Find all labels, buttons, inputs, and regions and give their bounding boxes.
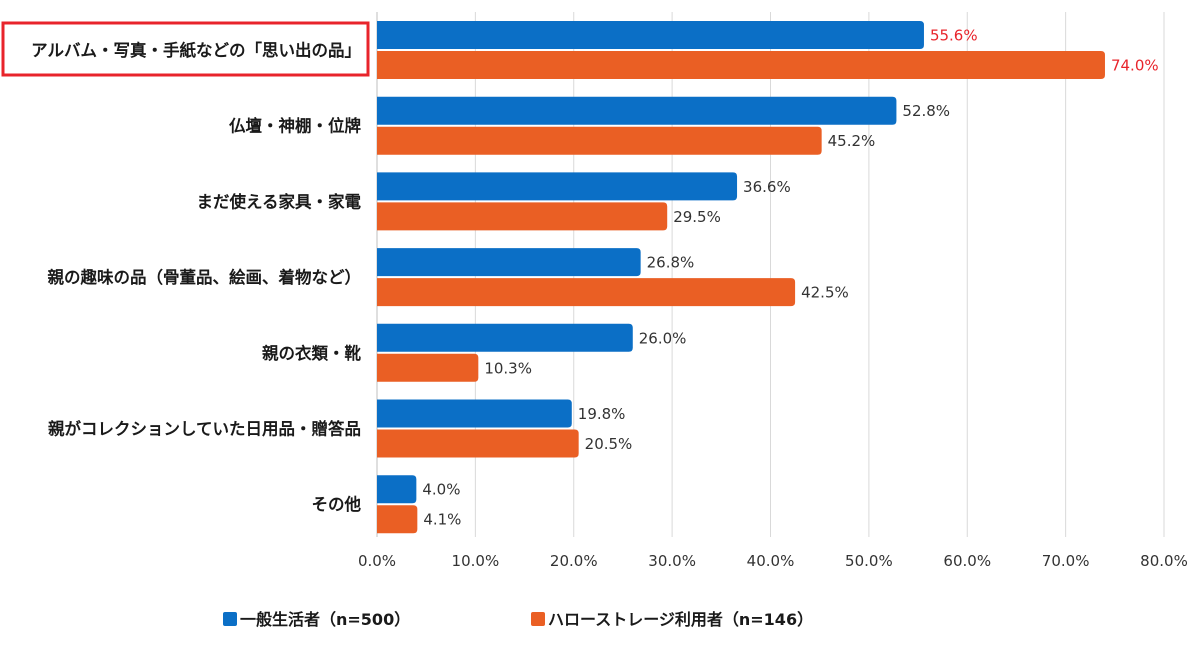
value-label: 42.5% [801, 284, 849, 302]
bar-series2-cat4 [377, 278, 796, 307]
bar-series1-cat1 [377, 21, 924, 49]
x-tick-label: 70.0% [1042, 552, 1090, 570]
category-label: 親の衣類・靴 [262, 343, 362, 363]
x-tick-label: 20.0% [550, 552, 598, 570]
category-label: 仏壇・神棚・位牌 [229, 116, 362, 136]
value-label: 20.5% [585, 435, 633, 453]
value-label: 26.8% [647, 254, 695, 272]
category-label: 親の趣味の品（骨董品、絵画、着物など） [48, 267, 362, 287]
value-label: 10.3% [484, 359, 532, 377]
bar-series2-cat3 [377, 202, 668, 231]
legend-swatch [223, 612, 237, 626]
x-tick-label: 50.0% [845, 552, 893, 570]
bar-series2-cat2 [377, 126, 822, 155]
bar-series1-cat6 [377, 399, 572, 428]
category-label: アルバム・写真・手紙などの「思い出の品」 [31, 40, 361, 60]
bar-series1-cat2 [377, 96, 897, 125]
x-tick-label: 60.0% [943, 552, 991, 570]
value-label: 26.0% [639, 329, 687, 347]
value-label: 19.8% [578, 405, 626, 423]
legend-label: ハローストレージ利用者（n=146） [548, 610, 813, 629]
value-label: 74.0% [1111, 57, 1159, 75]
value-label: 4.0% [422, 481, 460, 499]
x-tick-label: 0.0% [358, 552, 396, 570]
x-tick-label: 30.0% [648, 552, 696, 570]
legend: 一般生活者（n=500） ハローストレージ利用者（n=146） [223, 610, 813, 629]
bar-series1-cat5 [377, 323, 633, 352]
bar-series2-cat5 [377, 353, 479, 382]
highlight-box [1, 21, 370, 77]
labels: 0.0% 10.0% 20.0% 30.0% 40.0% 50.0% 60.0% 70.0% 8… [1, 21, 1188, 570]
value-label: 55.6% [930, 27, 978, 45]
value-label: 4.1% [423, 511, 461, 529]
x-tick-label: 40.0% [747, 552, 795, 570]
category-label: その他 [312, 494, 362, 514]
bar-series2-cat1 [377, 51, 1105, 79]
value-label: 45.2% [828, 132, 876, 150]
value-label: 52.8% [902, 102, 950, 120]
category-label: まだ使える家具・家電 [196, 191, 361, 211]
x-tick-label: 80.0% [1140, 552, 1188, 570]
bar-series2-cat7 [377, 505, 418, 534]
value-label: 29.5% [673, 208, 721, 226]
bar-series1-cat4 [377, 248, 641, 277]
legend-swatch [531, 612, 545, 626]
bar-series1-cat7 [377, 475, 417, 504]
bar-series1-cat3 [377, 172, 738, 201]
x-tick-label: 10.0% [452, 552, 500, 570]
category-label: 親がコレクションしていた日用品・贈答品 [48, 419, 361, 439]
bar-series2-cat6 [377, 429, 579, 458]
bars [377, 21, 1105, 534]
legend-label: 一般生活者（n=500） [240, 610, 410, 629]
value-label: 36.6% [743, 178, 791, 196]
